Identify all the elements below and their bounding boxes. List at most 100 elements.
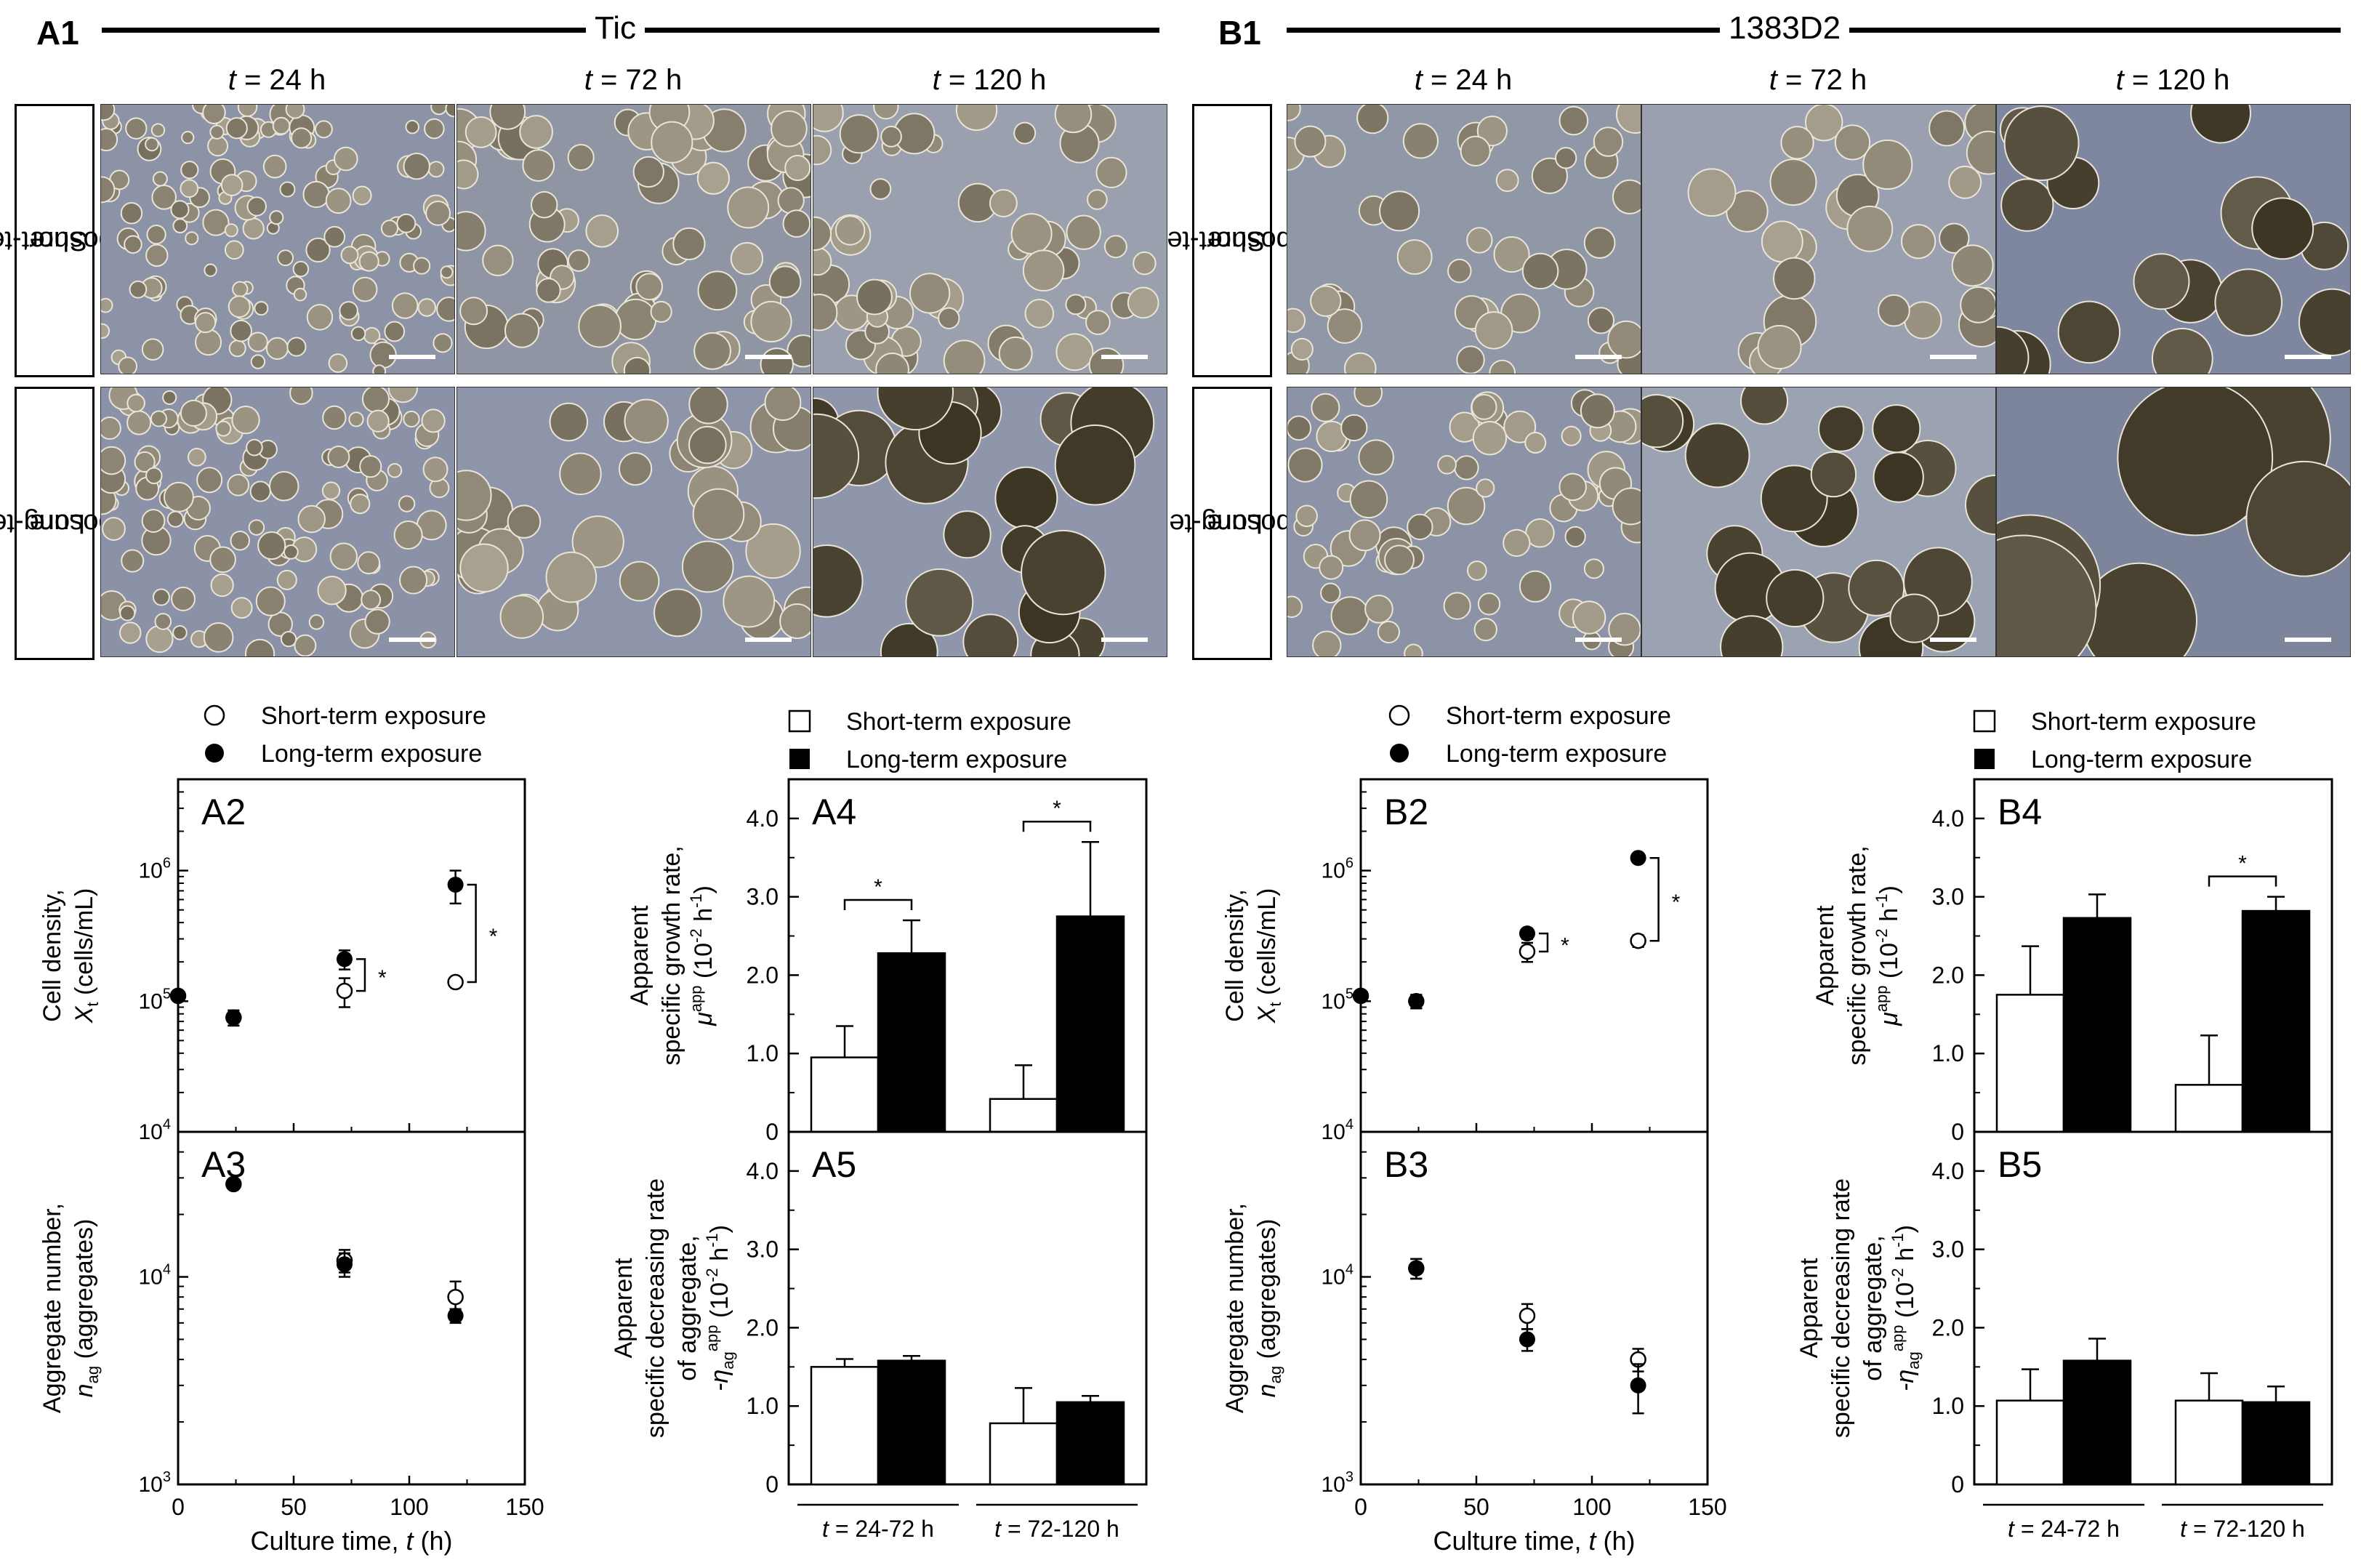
legend-marker-filled bbox=[1390, 744, 1409, 763]
plot-frame bbox=[787, 1130, 1148, 1486]
legend-marker-open bbox=[788, 709, 811, 733]
panel-id: B2 bbox=[1384, 792, 1428, 832]
significance-star: * bbox=[1053, 797, 1061, 821]
panel-id: A4 bbox=[812, 792, 856, 832]
y-axis-label: Aggregate number, nag (aggregates) bbox=[39, 1203, 102, 1413]
bar-long-term bbox=[2062, 1359, 2132, 1486]
legend-marker-filled bbox=[1974, 749, 1995, 769]
data-point-short-term bbox=[447, 1288, 464, 1306]
micrograph-image bbox=[456, 104, 811, 374]
bar-long-term bbox=[1055, 915, 1125, 1133]
micrograph-image bbox=[1287, 387, 1641, 657]
y-axis-label: Apparent specific growth rate, μapp (10-2 … bbox=[1811, 845, 1903, 1065]
y-axis-label-line: -ηagapp (10-2 h-1) bbox=[703, 1225, 737, 1391]
significance-bracket bbox=[1022, 820, 1092, 832]
data-point-long-term bbox=[225, 1175, 242, 1192]
y-axis-label-line: Xt (cells/mL) bbox=[71, 888, 102, 1024]
data-point-long-term bbox=[336, 1256, 353, 1273]
data-point-long-term bbox=[1519, 1331, 1535, 1348]
significance-star: * bbox=[1561, 934, 1569, 958]
category-label: t = 72-120 h bbox=[994, 1516, 1119, 1542]
legend-marker-open bbox=[1973, 709, 1996, 733]
legend-marker-filled bbox=[789, 749, 810, 769]
panel-id: B5 bbox=[1998, 1144, 2042, 1185]
bar-short-term bbox=[810, 1056, 880, 1133]
legend-label-long: Long-term exposure bbox=[261, 740, 482, 768]
scale-bar bbox=[389, 638, 435, 642]
data-point-short-term bbox=[336, 982, 353, 1000]
y-axis-label-line: Apparent bbox=[1811, 905, 1839, 1006]
micrograph-image bbox=[813, 387, 1167, 657]
bar-short-term bbox=[1995, 994, 2065, 1133]
micrograph-image bbox=[100, 104, 455, 374]
y-tick-label: 2.0 bbox=[747, 962, 779, 988]
legend-label-short: Short-term exposure bbox=[1446, 702, 1671, 730]
y-tick-label: 3.0 bbox=[747, 1237, 779, 1263]
data-point-long-term bbox=[447, 1307, 464, 1324]
bar-long-term bbox=[877, 952, 946, 1133]
significance-bracket bbox=[1649, 856, 1660, 942]
y-tick-label: 4.0 bbox=[747, 805, 779, 832]
bar-short-term bbox=[1995, 1399, 2065, 1486]
data-point-short-term bbox=[1519, 943, 1536, 960]
y-tick-label: 3.0 bbox=[1932, 884, 1964, 910]
data-point-long-term bbox=[1519, 925, 1535, 942]
y-tick-label: 3.0 bbox=[747, 884, 779, 910]
significance-bracket bbox=[843, 898, 913, 910]
data-point-short-term bbox=[1630, 932, 1646, 949]
x-axis-label: Culture time, t (h) bbox=[250, 1526, 452, 1556]
y-tick-label: 0 bbox=[1951, 1471, 1964, 1497]
micrograph-image bbox=[100, 387, 455, 657]
scale-bar bbox=[2285, 638, 2331, 642]
y-tick-label: 4.0 bbox=[1932, 1158, 1964, 1184]
y-tick-label: 0 bbox=[765, 1471, 779, 1497]
y-tick-label: 103 bbox=[139, 1469, 172, 1497]
scale-bar bbox=[2285, 355, 2331, 359]
scale-bar bbox=[1575, 638, 1622, 642]
legend-label-long: Long-term exposure bbox=[2031, 746, 2252, 773]
significance-star: * bbox=[1672, 890, 1681, 914]
y-tick-label: 105 bbox=[139, 986, 172, 1013]
y-axis-label: Cell density, Xt (cells/mL) bbox=[1221, 888, 1284, 1024]
timepoint-label: t = 72 h bbox=[584, 64, 683, 96]
y-tick-label: 103 bbox=[1322, 1469, 1354, 1497]
significance-star: * bbox=[2238, 852, 2247, 876]
y-axis-label: Apparent specific decreasing rate of aggre… bbox=[610, 1178, 737, 1438]
scale-bar bbox=[389, 355, 435, 359]
significance-star: * bbox=[874, 875, 882, 899]
y-axis-label-line: specific growth rate, bbox=[658, 845, 685, 1065]
data-point-short-term bbox=[447, 973, 464, 991]
y-tick-label: 0 bbox=[1951, 1119, 1964, 1145]
y-axis-label: Cell density, Xt (cells/mL) bbox=[39, 888, 102, 1024]
scale-bar bbox=[1930, 355, 1976, 359]
data-point-long-term bbox=[1353, 987, 1369, 1004]
significance-bracket bbox=[2208, 875, 2277, 887]
data-point-long-term bbox=[336, 951, 353, 968]
data-point-long-term bbox=[1630, 850, 1646, 867]
legend-label-short: Short-term exposure bbox=[261, 702, 486, 730]
y-tick-label: 1.0 bbox=[1932, 1040, 1964, 1066]
y-axis-label-line: Apparent bbox=[1795, 1258, 1823, 1359]
y-axis-label-line: Cell density, bbox=[39, 889, 66, 1022]
x-tick-label: 100 bbox=[1572, 1494, 1611, 1520]
cell-line-title-B: 1383D2 bbox=[1720, 10, 1850, 47]
timepoint-label: t = 72 h bbox=[1769, 64, 1867, 96]
panel-id: B4 bbox=[1998, 792, 2042, 832]
legend-marker-filled bbox=[205, 744, 224, 763]
plot-frame bbox=[1973, 1130, 2333, 1486]
x-tick-label: 150 bbox=[1688, 1494, 1726, 1520]
y-axis-label-line: Aggregate number, bbox=[1221, 1203, 1249, 1413]
legend-marker-open bbox=[204, 704, 225, 726]
data-point-long-term bbox=[1630, 1377, 1646, 1394]
y-tick-label: 2.0 bbox=[1932, 962, 1964, 988]
significance-bracket bbox=[355, 958, 366, 992]
y-axis-label-line: of aggregate, bbox=[674, 1235, 701, 1380]
micrograph-image bbox=[456, 387, 811, 657]
x-tick-label: 150 bbox=[505, 1494, 544, 1520]
timepoint-label: t = 24 h bbox=[1414, 64, 1513, 96]
scale-bar bbox=[745, 638, 792, 642]
significance-bracket bbox=[467, 883, 477, 984]
legend-marker-open bbox=[1388, 704, 1410, 726]
